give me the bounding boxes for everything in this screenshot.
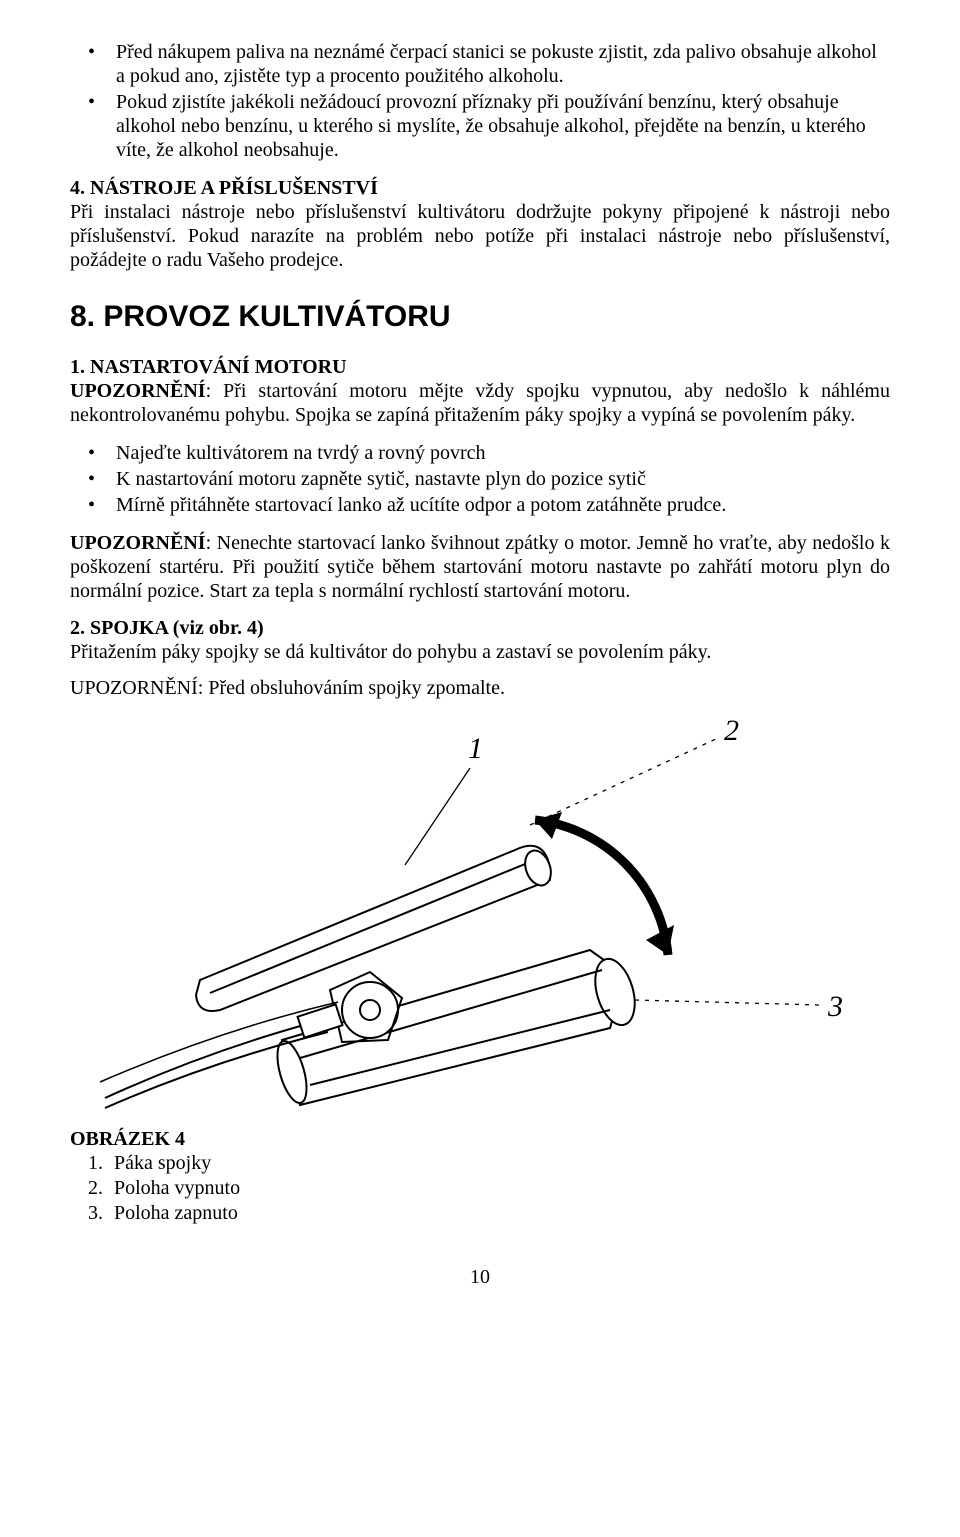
- legend-item: Páka spojky: [108, 1151, 890, 1176]
- list-item: Pokud zjistíte jakékoli nežádoucí provoz…: [70, 90, 890, 162]
- document-page: Před nákupem paliva na neznámé čerpací s…: [0, 0, 960, 1319]
- list-item: Před nákupem paliva na neznámé čerpací s…: [70, 40, 890, 88]
- subsection-2-body: Přitažením páky spojky se dá kultivátor …: [70, 640, 890, 664]
- callout-2: 2: [724, 714, 739, 747]
- section-4-title: 4. NÁSTROJE A PŘÍSLUŠENSTVÍ: [70, 177, 378, 199]
- list-item: Najeďte kultivátorem na tvrdý a rovný po…: [70, 441, 890, 465]
- figure-4-label: OBRÁZEK 4: [70, 1128, 890, 1151]
- page-number: 10: [70, 1266, 890, 1289]
- warning-1: UPOZORNĚNÍ: Při startování motoru mějte …: [70, 379, 890, 427]
- warning-3: UPOZORNĚNÍ: Před obsluhováním spojky zpo…: [70, 676, 890, 700]
- startup-steps-list: Najeďte kultivátorem na tvrdý a rovný po…: [70, 441, 890, 517]
- subsection-1-title: 1. NASTARTOVÁNÍ MOTORU: [70, 356, 890, 379]
- callout-1: 1: [468, 732, 483, 765]
- list-item: Mírně přitáhněte startovací lanko až ucí…: [70, 493, 890, 517]
- legend-item: Poloha zapnuto: [108, 1201, 890, 1226]
- figure-4-diagram: 1 2 3: [70, 710, 890, 1110]
- section-8-heading: 8. PROVOZ KULTIVÁTORU: [70, 300, 890, 334]
- subsection-2-title: 2. SPOJKA (viz obr. 4): [70, 617, 890, 640]
- figure-4-legend: Páka spojky Poloha vypnuto Poloha zapnut…: [70, 1151, 890, 1226]
- section-4-heading: 4. NÁSTROJE A PŘÍSLUŠENSTVÍ: [70, 176, 890, 200]
- warning-2: UPOZORNĚNÍ: Nenechte startovací lanko šv…: [70, 531, 890, 603]
- fuel-warning-list: Před nákupem paliva na neznámé čerpací s…: [70, 40, 890, 162]
- warning-label: UPOZORNĚNÍ: [70, 380, 206, 402]
- section-4-body: Při instalaci nástroje nebo příslušenstv…: [70, 200, 890, 272]
- legend-item: Poloha vypnuto: [108, 1176, 890, 1201]
- list-item: K nastartování motoru zapněte sytič, nas…: [70, 467, 890, 491]
- warning-label: UPOZORNĚNÍ: [70, 532, 206, 554]
- callout-3: 3: [827, 990, 843, 1023]
